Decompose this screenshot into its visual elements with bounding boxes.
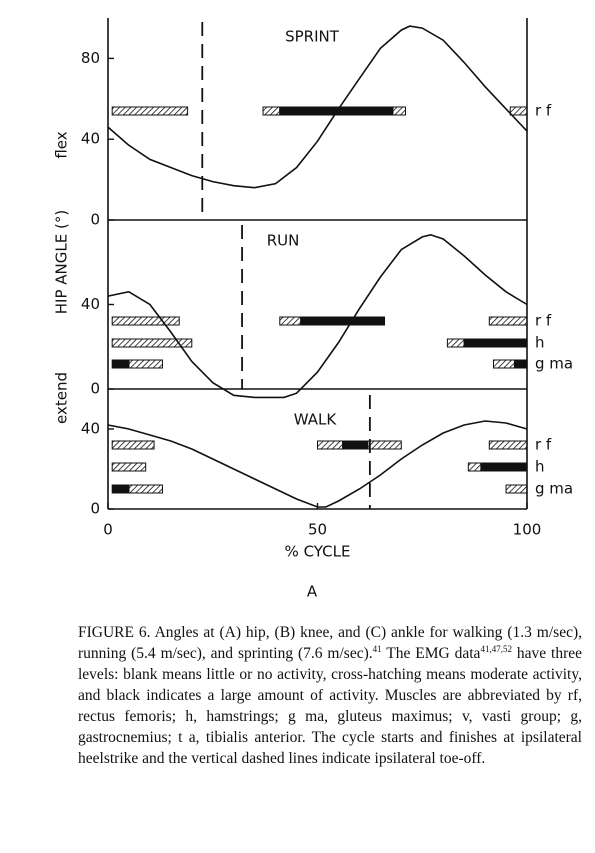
muscle-label: g ma	[535, 355, 573, 373]
emg-segment	[509, 106, 528, 116]
emg-segment	[317, 440, 344, 450]
caption-text: The EMG data	[381, 645, 481, 662]
hip-angle-curve	[107, 25, 528, 189]
emg-segment	[111, 338, 193, 348]
hip-angle-curve	[107, 233, 528, 399]
extend-label: extend	[53, 372, 71, 424]
emg-segment	[446, 338, 465, 348]
x-tick-label: 100	[513, 521, 542, 539]
y-tick-label: 40	[81, 130, 100, 148]
y-tick-label: 40	[81, 420, 100, 438]
emg-segment	[111, 106, 189, 116]
panel-title: WALK	[294, 411, 338, 429]
y-tick-label: 80	[81, 49, 100, 67]
emg-segment	[342, 440, 369, 450]
muscle-label: h	[535, 334, 545, 352]
panel-title: SPRINT	[285, 28, 340, 46]
caption: FIGURE 6. Angles at (A) hip, (B) knee, a…	[78, 622, 582, 769]
y-tick-label: 0	[90, 211, 100, 229]
muscle-label: h	[535, 458, 545, 476]
hip-angle-curve	[107, 420, 528, 508]
y-tick-label: 0	[90, 500, 100, 518]
emg-segment	[111, 359, 130, 369]
muscle-label: g ma	[535, 480, 573, 498]
x-tick-label: 0	[103, 521, 113, 539]
emg-segment	[111, 462, 147, 472]
emg-segment	[392, 106, 406, 116]
y-tick-label: 40	[81, 295, 100, 313]
emg-segment	[463, 338, 528, 348]
panel-label: A	[307, 583, 318, 601]
x-axis-label: % CYCLE	[285, 543, 351, 561]
emg-segment	[279, 106, 394, 116]
x-tick-label: 50	[308, 521, 327, 539]
y-tick-label: 0	[90, 380, 100, 398]
muscle-label: r f	[535, 312, 552, 330]
emg-segment	[111, 316, 180, 326]
figure: flex HIP ANGLE (°) extend A 0 40 80 SPRINT r…	[53, 18, 573, 601]
caption-text: have three levels: blank means little or…	[78, 645, 582, 767]
emg-segment	[300, 316, 386, 326]
muscle-label: r f	[535, 102, 552, 120]
flex-label: flex	[53, 131, 71, 158]
citation: 41	[372, 643, 382, 654]
emg-segment	[505, 484, 528, 494]
emg-segment	[128, 484, 163, 494]
emg-segment	[488, 440, 528, 450]
emg-segment	[480, 462, 528, 472]
caption-text: FIGURE 6. Angles at (A) hip, (B) knee, a…	[78, 624, 582, 662]
citation: 41,47,52	[480, 643, 512, 654]
muscle-label: r f	[535, 436, 552, 454]
emg-segment	[128, 359, 163, 369]
emg-segment	[367, 440, 402, 450]
emg-segment	[262, 106, 281, 116]
emg-segment	[467, 462, 482, 472]
emg-segment	[279, 316, 302, 326]
emg-segment	[513, 359, 528, 369]
emg-segment	[492, 359, 515, 369]
y-axis-label: HIP ANGLE (°)	[53, 210, 71, 314]
emg-segment	[111, 440, 155, 450]
panel-title: RUN	[267, 232, 300, 250]
emg-segment	[111, 484, 130, 494]
emg-segment	[488, 316, 528, 326]
